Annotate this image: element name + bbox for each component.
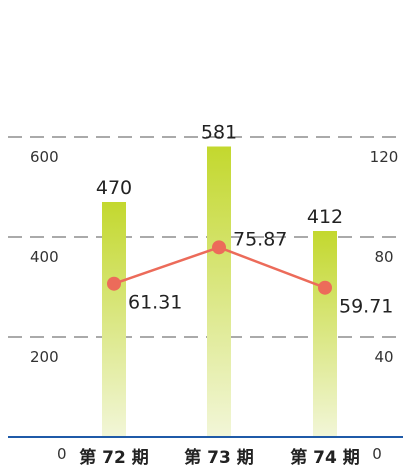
line-point bbox=[212, 240, 226, 255]
line-value-label: 59.71 bbox=[339, 296, 393, 318]
right-axis-tick-label: 40 bbox=[374, 348, 393, 366]
right-axis-tick-label: 0 bbox=[372, 445, 382, 463]
left-axis-tick-label: 400 bbox=[30, 248, 59, 266]
left-axis-tick-label: 0 bbox=[57, 445, 67, 463]
line-point bbox=[107, 276, 121, 291]
line-series bbox=[107, 240, 332, 295]
bar-value-label: 581 bbox=[201, 122, 237, 144]
right-axis-tick-label: 120 bbox=[370, 148, 399, 166]
line-value-label: 75.87 bbox=[233, 228, 287, 250]
bar-value-label: 470 bbox=[96, 177, 132, 199]
bar-series bbox=[102, 146, 337, 437]
left-axis-tick-label: 600 bbox=[30, 148, 59, 166]
category-label: 第 74 期 bbox=[290, 447, 360, 468]
bar bbox=[207, 146, 231, 437]
right-axis-tick-label: 80 bbox=[374, 248, 393, 266]
bar bbox=[102, 202, 126, 437]
axes: 0 200 400 600 0 40 80 120 第 72 期 第 73 期 第 74 期 bbox=[8, 148, 403, 468]
left-axis-tick-label: 200 bbox=[30, 348, 59, 366]
line-point bbox=[318, 280, 332, 295]
category-label: 第 72 期 bbox=[79, 447, 149, 468]
bar-value-label: 412 bbox=[307, 206, 343, 228]
line-value-label: 61.31 bbox=[128, 292, 182, 314]
data-labels: 470 581 412 61.31 75.87 59.71 bbox=[96, 122, 394, 318]
bar bbox=[313, 231, 337, 437]
category-label: 第 73 期 bbox=[184, 447, 254, 468]
